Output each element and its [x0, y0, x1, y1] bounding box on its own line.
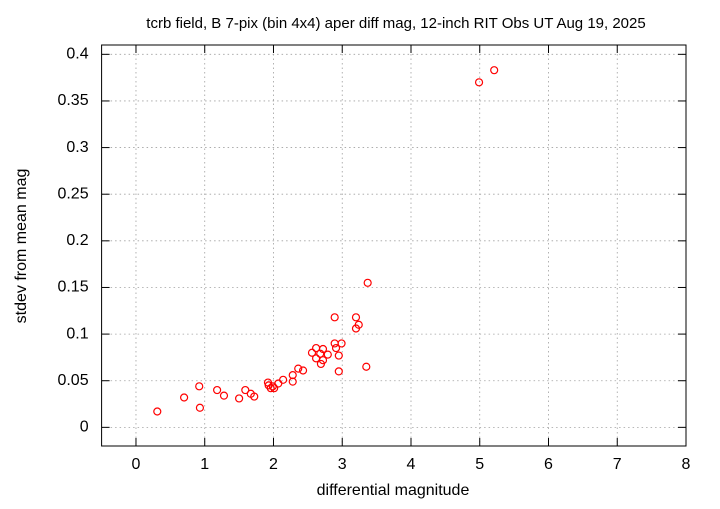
x-tick-label: 1: [200, 456, 209, 473]
y-tick-label: 0: [80, 419, 89, 436]
y-tick-label: 0.25: [57, 185, 88, 202]
x-tick-label: 0: [132, 456, 141, 473]
point: [294, 364, 303, 373]
x-tick-label: 5: [475, 456, 484, 473]
x-tick-label: 8: [682, 456, 691, 473]
y-tick-label: 0.3: [66, 139, 88, 156]
y-tick-label: 0.4: [66, 46, 88, 63]
plot-frame: [101, 44, 687, 447]
point: [213, 385, 222, 395]
point: [318, 356, 328, 365]
point: [490, 66, 499, 75]
point: [362, 362, 371, 371]
point: [195, 382, 204, 391]
point: [354, 320, 363, 329]
y-tick-label: 0.05: [57, 372, 88, 389]
chart-title: tcrb field, B 7-pix (bin 4x4) aper diff …: [146, 15, 645, 32]
point: [266, 384, 275, 393]
y-tick-label: 0.35: [57, 92, 88, 109]
point: [334, 367, 343, 376]
x-tick-label: 7: [613, 456, 622, 473]
point: [288, 377, 297, 386]
point: [363, 278, 372, 287]
x-tick-label: 6: [544, 456, 553, 473]
point: [279, 375, 288, 384]
point: [241, 385, 250, 395]
x-tick-label: 3: [338, 456, 347, 473]
point: [195, 403, 205, 412]
point: [270, 384, 279, 393]
point: [235, 394, 244, 403]
point: [330, 313, 339, 322]
point: [474, 78, 484, 87]
x-tick-label: 4: [407, 456, 416, 473]
point: [250, 392, 259, 401]
point: [334, 351, 343, 360]
point: [323, 350, 332, 359]
point: [307, 348, 317, 357]
point: [318, 344, 328, 354]
point: [337, 339, 346, 348]
point: [351, 313, 361, 322]
y-axis-label: stdev from mean mag: [13, 169, 30, 324]
point: [330, 339, 339, 348]
point: [219, 391, 229, 400]
x-axis-label: differential magnitude: [317, 482, 470, 499]
x-tick-label: 2: [269, 456, 278, 473]
point: [180, 393, 189, 402]
y-tick-label: 0.15: [57, 279, 88, 296]
y-tick-label: 0.2: [66, 232, 88, 249]
point: [298, 366, 308, 375]
point: [153, 407, 162, 416]
y-tick-label: 0.1: [66, 325, 88, 342]
point: [331, 343, 341, 353]
